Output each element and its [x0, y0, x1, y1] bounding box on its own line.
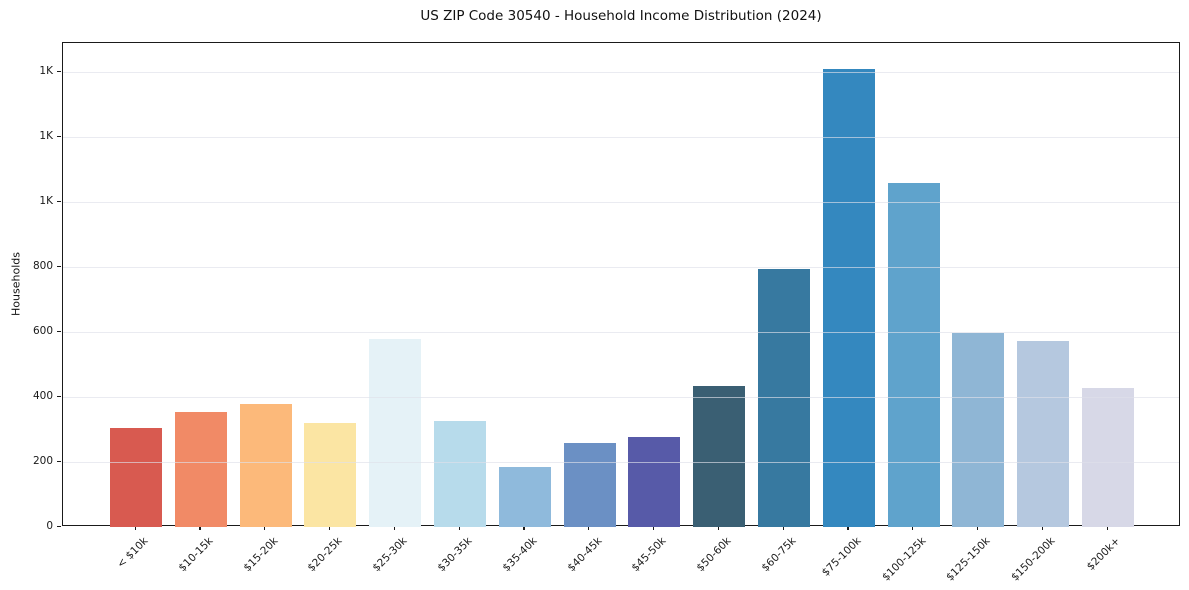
bar-$200k+	[1082, 387, 1134, 527]
plot-area	[62, 42, 1180, 527]
x-tick-label: $30-35k	[435, 535, 475, 575]
bar-< $10k	[110, 427, 162, 527]
x-tick-label: $25-30k	[370, 535, 410, 575]
x-tick-mark	[782, 526, 784, 530]
x-tick-label: < $10k	[114, 535, 151, 571]
bar-$50-60k	[693, 386, 746, 527]
y-tick-mark	[57, 460, 61, 462]
x-tick-label: $200k+	[1084, 535, 1123, 573]
bar-$15-20k	[239, 403, 292, 527]
y-tick-label: 600	[32, 325, 53, 338]
y-tick-label: 1K	[39, 65, 53, 78]
x-tick-label: $10-15k	[176, 535, 216, 575]
bar-$25-30k	[369, 338, 422, 527]
x-tick-mark	[199, 526, 201, 530]
x-tick-mark	[458, 526, 460, 530]
y-tick-mark	[57, 70, 61, 73]
x-tick-mark	[264, 526, 266, 530]
x-tick-label: $60-75k	[759, 535, 799, 575]
gridline	[63, 71, 1179, 73]
x-tick-mark	[588, 526, 590, 530]
x-tick-label: $100-125k	[879, 535, 929, 584]
gridline	[63, 461, 1179, 463]
y-tick-mark	[57, 525, 61, 527]
y-tick-mark	[57, 200, 61, 202]
bar-$45-50k	[628, 437, 681, 527]
bar-$10-15k	[174, 412, 227, 527]
x-tick-mark	[328, 526, 331, 530]
bar-$125-150k	[952, 333, 1005, 527]
x-tick-mark	[1106, 526, 1108, 530]
y-tick-mark	[57, 265, 61, 267]
x-tick-label: $35-40k	[500, 535, 540, 575]
x-tick-label: $125-150k	[944, 535, 993, 584]
y-tick-mark	[57, 330, 61, 332]
y-tick-label: 800	[32, 260, 53, 273]
bar-$35-40k	[498, 466, 551, 527]
x-tick-label: $15-20k	[240, 535, 281, 575]
x-tick-label: $75-100k	[819, 535, 864, 579]
chart-title: US ZIP Code 30540 - Household Income Dis…	[420, 8, 822, 24]
x-tick-mark	[652, 526, 655, 530]
y-tick-label: 400	[32, 390, 53, 403]
y-tick-label: 0	[46, 520, 53, 532]
bar-$30-35k	[434, 421, 486, 527]
bar-$100-125k	[887, 182, 940, 527]
x-tick-mark	[134, 526, 136, 530]
y-tick-mark	[57, 395, 61, 397]
x-tick-label: $20-25k	[305, 535, 345, 575]
x-tick-mark	[393, 526, 395, 530]
y-tick-label: 1K	[39, 130, 53, 143]
gridline	[63, 136, 1179, 138]
gridline	[63, 396, 1179, 398]
bar-$20-25k	[304, 423, 357, 527]
bar-$60-75k	[758, 268, 810, 527]
bar-$75-100k	[822, 68, 875, 527]
x-tick-label: $40-45k	[564, 535, 605, 575]
x-tick-mark	[523, 526, 525, 530]
bar-$150-200k	[1017, 340, 1070, 527]
bar-$40-45k	[563, 443, 616, 527]
x-tick-mark	[912, 526, 914, 530]
y-tick-label: 1K	[39, 195, 53, 208]
gridline	[63, 266, 1179, 268]
x-tick-mark	[976, 526, 979, 530]
x-tick-label: $45-50k	[629, 535, 669, 575]
x-tick-mark	[1041, 526, 1043, 530]
x-tick-label: $50-60k	[694, 535, 734, 575]
gridline	[63, 331, 1179, 333]
y-tick-mark	[57, 135, 61, 137]
x-tick-label: $150-200k	[1009, 535, 1058, 584]
x-tick-mark	[717, 526, 719, 530]
x-tick-mark	[847, 526, 849, 530]
gridline	[63, 201, 1179, 203]
y-tick-label: 200	[32, 455, 53, 468]
